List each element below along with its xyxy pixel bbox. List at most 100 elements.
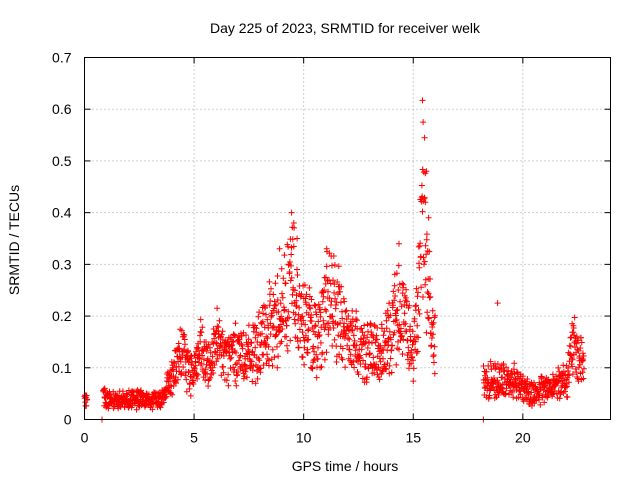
data-point [279, 294, 286, 301]
data-point [232, 361, 239, 368]
data-point [401, 321, 407, 328]
data-point [567, 343, 574, 350]
data-point [291, 316, 298, 323]
data-point [241, 361, 248, 368]
grid [84, 57, 611, 420]
data-point [307, 305, 314, 312]
data-point [424, 309, 431, 316]
data-point [298, 313, 305, 320]
data-point [211, 335, 218, 342]
data-point [564, 383, 571, 390]
data-point [235, 357, 242, 364]
data-point [420, 294, 426, 300]
data-point [175, 340, 182, 347]
x-tick-label: 20 [515, 430, 531, 446]
data-point [331, 262, 338, 268]
data-point [214, 305, 221, 312]
data-point [347, 351, 354, 358]
data-point [309, 365, 316, 372]
data-point [399, 351, 406, 357]
data-point [317, 364, 324, 371]
data-point [394, 306, 401, 313]
data-point [255, 313, 262, 320]
data-point [541, 399, 548, 406]
data-point [419, 208, 426, 215]
data-point [427, 293, 434, 300]
data-point [401, 310, 408, 317]
data-point [227, 355, 234, 362]
data-point [420, 254, 427, 261]
data-point [393, 316, 400, 323]
data-point [408, 347, 415, 354]
data-point [494, 377, 501, 384]
data-point [310, 343, 317, 350]
data-point [243, 332, 249, 339]
data-point [532, 383, 539, 390]
data-point [569, 356, 576, 363]
data-point [269, 346, 276, 353]
data-point [305, 326, 312, 333]
data-point [319, 298, 326, 305]
data-point [220, 353, 227, 359]
data-point [194, 375, 201, 382]
data-point [404, 337, 411, 344]
data-point [252, 344, 259, 351]
data-point [294, 235, 301, 242]
data-point [267, 298, 274, 304]
data-point [317, 309, 324, 316]
data-point [169, 391, 176, 398]
data-point [331, 336, 338, 343]
data-point [223, 377, 230, 384]
data-point [149, 406, 156, 413]
data-point [167, 382, 173, 389]
data-point [274, 297, 281, 303]
data-point [577, 345, 584, 351]
data-point [192, 362, 199, 369]
data-point [510, 394, 517, 401]
data-point [327, 280, 334, 287]
data-point [421, 134, 428, 141]
data-point [267, 331, 274, 338]
data-point [254, 375, 261, 382]
data-point [194, 371, 201, 378]
data-point [416, 310, 423, 317]
data-point [494, 361, 501, 367]
data-point [322, 324, 329, 331]
data-point [267, 320, 274, 327]
data-point [279, 290, 285, 297]
data-point [431, 343, 438, 350]
data-point [284, 342, 290, 349]
data-point [333, 359, 340, 365]
data-point [395, 287, 402, 293]
data-point [234, 371, 241, 378]
data-point [193, 370, 200, 377]
data-point [336, 288, 343, 295]
data-point [315, 301, 322, 308]
data-point [348, 322, 355, 329]
data-point [271, 302, 278, 309]
data-point [498, 384, 505, 391]
data-point [391, 282, 398, 289]
data-point [277, 300, 284, 307]
data-point [248, 358, 255, 365]
data-point [431, 359, 437, 366]
data-point [503, 385, 510, 392]
data-point [273, 301, 279, 308]
data-point [266, 357, 273, 364]
data-point [249, 378, 256, 385]
data-point [271, 354, 278, 361]
data-point [330, 253, 337, 259]
data-point [193, 348, 199, 355]
data-point [315, 344, 321, 351]
data-point [249, 348, 256, 355]
data-point [571, 314, 578, 321]
data-point [292, 320, 299, 327]
data-point [569, 363, 576, 370]
data-point [329, 262, 335, 269]
data-point [233, 382, 240, 389]
data-point [213, 339, 219, 346]
data-point [292, 311, 299, 318]
data-point [304, 350, 311, 356]
data-point [312, 322, 319, 329]
